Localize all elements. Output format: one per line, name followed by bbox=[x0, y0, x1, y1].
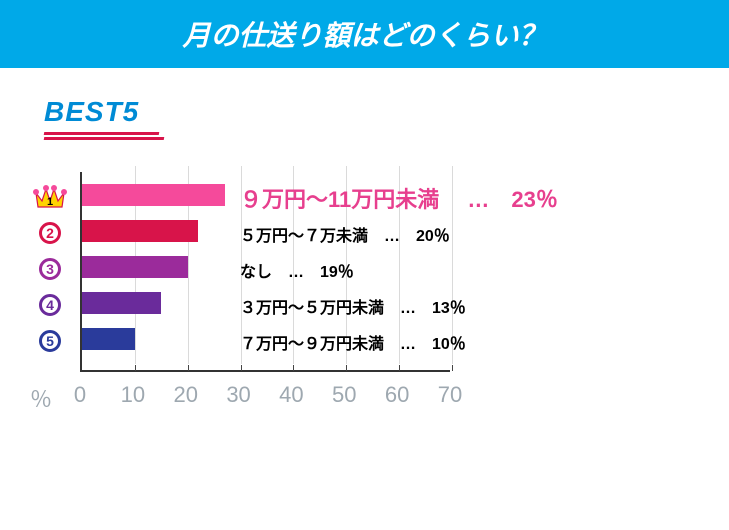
xtick-label: 70 bbox=[438, 382, 462, 408]
crown-icon: 1 bbox=[33, 183, 67, 211]
gridline bbox=[241, 365, 242, 371]
gridline bbox=[188, 365, 189, 371]
bar bbox=[82, 292, 161, 314]
title-bar: 月の仕送り額はどのくらい？ bbox=[0, 0, 729, 68]
gridline bbox=[399, 365, 400, 371]
xtick-label: 10 bbox=[121, 382, 145, 408]
xtick-label: 40 bbox=[279, 382, 303, 408]
xtick-label: 20 bbox=[173, 382, 197, 408]
gridline bbox=[293, 365, 294, 371]
bar bbox=[82, 184, 225, 206]
best5-underline bbox=[44, 132, 174, 140]
rank-number: 5 bbox=[39, 330, 61, 352]
rank-badge-5: 5 bbox=[30, 328, 70, 354]
bar bbox=[82, 256, 188, 278]
row-label: ５万円～７万未満 … 20％ bbox=[240, 222, 450, 246]
row-label: ９万円～11万円未満 … 23％ bbox=[240, 182, 558, 214]
rank-badge-4: 4 bbox=[30, 292, 70, 318]
svg-text:1: 1 bbox=[47, 196, 53, 208]
row-label: ３万円～５万円未満 … 13％ bbox=[240, 294, 466, 318]
bar bbox=[82, 328, 135, 350]
xtick-label: 30 bbox=[226, 382, 250, 408]
rank-number: 4 bbox=[39, 294, 61, 316]
row-label: なし … 19％ bbox=[240, 258, 354, 282]
gridline bbox=[346, 365, 347, 371]
rank-badge-2: 2 bbox=[30, 220, 70, 246]
rank-badge-1: 1 bbox=[30, 184, 70, 210]
percent-symbol: ％ bbox=[30, 382, 52, 414]
rank-number: 3 bbox=[39, 258, 61, 280]
rank-badge-3: 3 bbox=[30, 256, 70, 282]
xtick-label: 60 bbox=[385, 382, 409, 408]
row-label: ７万円～９万円未満 … 10％ bbox=[240, 330, 466, 354]
best5-badge: BEST5 bbox=[44, 96, 174, 140]
chart: ％ 0 10 20 30 40 50 60 70 1 ９万円～11万円未満 … 23％ 2 ５万円～… bbox=[30, 172, 729, 412]
bar bbox=[82, 220, 198, 242]
gridline bbox=[135, 365, 136, 371]
xtick-label: 0 bbox=[74, 382, 86, 408]
best5-label: BEST5 bbox=[44, 96, 174, 128]
chart-xaxis: ％ 010203040506070 bbox=[55, 372, 475, 412]
xtick-label: 50 bbox=[332, 382, 356, 408]
gridline bbox=[452, 365, 453, 371]
rank-number: 2 bbox=[39, 222, 61, 244]
